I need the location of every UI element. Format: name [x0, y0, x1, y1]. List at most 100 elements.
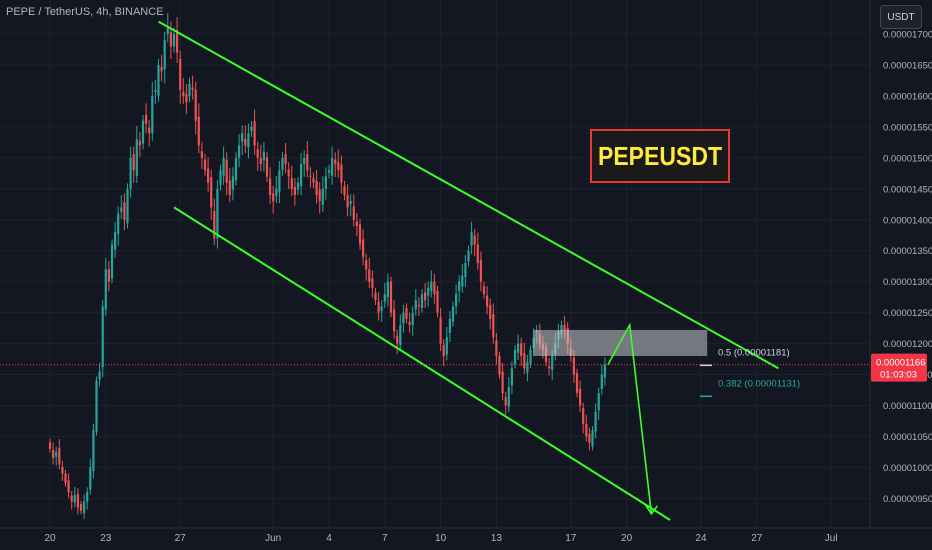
candle-body [200, 151, 203, 158]
candle-body [504, 397, 507, 406]
candle [380, 300, 383, 322]
candle [160, 54, 163, 82]
candle [145, 103, 148, 134]
candle [219, 164, 222, 191]
price-axis: 0.00000950 0.00001000 0.00001050 0.00001100… [869, 0, 932, 550]
candle-body [203, 159, 207, 171]
candle-body [408, 321, 411, 325]
candle [67, 473, 70, 499]
price-tick-label: 0.00001700 [883, 30, 932, 41]
candle-body [414, 300, 417, 310]
candle [129, 146, 132, 198]
candle-body [458, 281, 461, 291]
candle [126, 183, 129, 229]
candle-body [526, 362, 529, 373]
candle-body [275, 188, 278, 196]
candle-body [176, 29, 179, 53]
candle [300, 152, 303, 196]
candle [430, 270, 433, 298]
candle-body [163, 40, 166, 70]
candle-body [73, 495, 76, 503]
candle [238, 134, 241, 168]
candle-body [262, 151, 265, 161]
candle [275, 176, 278, 204]
candle [225, 152, 228, 196]
candle-body [89, 467, 92, 490]
candle [396, 329, 399, 354]
candle-body [349, 201, 352, 204]
candle [114, 221, 117, 258]
candle-body [315, 180, 318, 195]
candle [253, 109, 256, 155]
candle [234, 152, 238, 186]
candle [197, 103, 200, 154]
candle-body [340, 164, 343, 183]
candle-body [318, 189, 321, 202]
candle-body [241, 133, 244, 142]
candle-body [501, 371, 504, 394]
candle-body [55, 451, 58, 457]
candle-body [343, 186, 346, 195]
candle [479, 251, 482, 292]
time-tick-label: 24 [695, 533, 707, 544]
candle [104, 257, 107, 316]
candle-body [377, 301, 380, 313]
candle [148, 119, 151, 147]
candle [520, 337, 523, 367]
candle-body [151, 95, 154, 134]
candle [315, 169, 318, 204]
candle [482, 281, 486, 299]
currency-button[interactable]: USDT [880, 5, 922, 29]
candle [374, 287, 377, 305]
candle [417, 297, 420, 316]
candle-body [188, 83, 191, 97]
candle [383, 282, 386, 309]
candle [526, 354, 529, 382]
candle [451, 301, 455, 327]
candle [306, 141, 309, 178]
candle [324, 167, 327, 200]
candle [548, 357, 551, 376]
channel-upper-line [158, 20, 779, 370]
candle-body [219, 170, 222, 186]
candle-body [287, 169, 290, 177]
candle [507, 377, 510, 413]
candle-body [551, 355, 554, 370]
candle [433, 273, 436, 304]
symbol-watermark-box [590, 129, 730, 183]
candle [510, 361, 513, 394]
candle-body [61, 466, 64, 474]
candle-body [399, 325, 402, 346]
candle-body [572, 357, 575, 375]
candle-body [582, 408, 585, 425]
candle [182, 77, 185, 104]
candle [309, 166, 312, 188]
candle-body [182, 91, 185, 96]
candle-body [222, 157, 225, 176]
price-tick-label: 0.00000950 [883, 494, 932, 505]
candle [191, 75, 194, 100]
candle [476, 232, 479, 270]
candle [176, 17, 179, 63]
candle [327, 164, 331, 179]
time-tick-label: Jul [825, 533, 838, 544]
candle-body [256, 149, 259, 158]
candle-body [129, 157, 132, 189]
candle-body [346, 195, 349, 208]
candle-body [461, 275, 464, 287]
candle-body [117, 213, 120, 234]
candle-body [253, 121, 256, 146]
candle-body [290, 178, 293, 189]
candle-body [513, 349, 517, 365]
candle-body [563, 325, 566, 332]
candle-body [430, 281, 433, 292]
candle [594, 403, 597, 439]
fib-0382-label: 0.382 (0.00001131) [718, 378, 800, 389]
last-price-label: 0.00001166 [876, 358, 926, 369]
candle-body [588, 433, 591, 443]
candle-body [95, 380, 98, 432]
candle-body [331, 157, 334, 176]
candle-body [48, 442, 52, 449]
candle [340, 155, 343, 194]
